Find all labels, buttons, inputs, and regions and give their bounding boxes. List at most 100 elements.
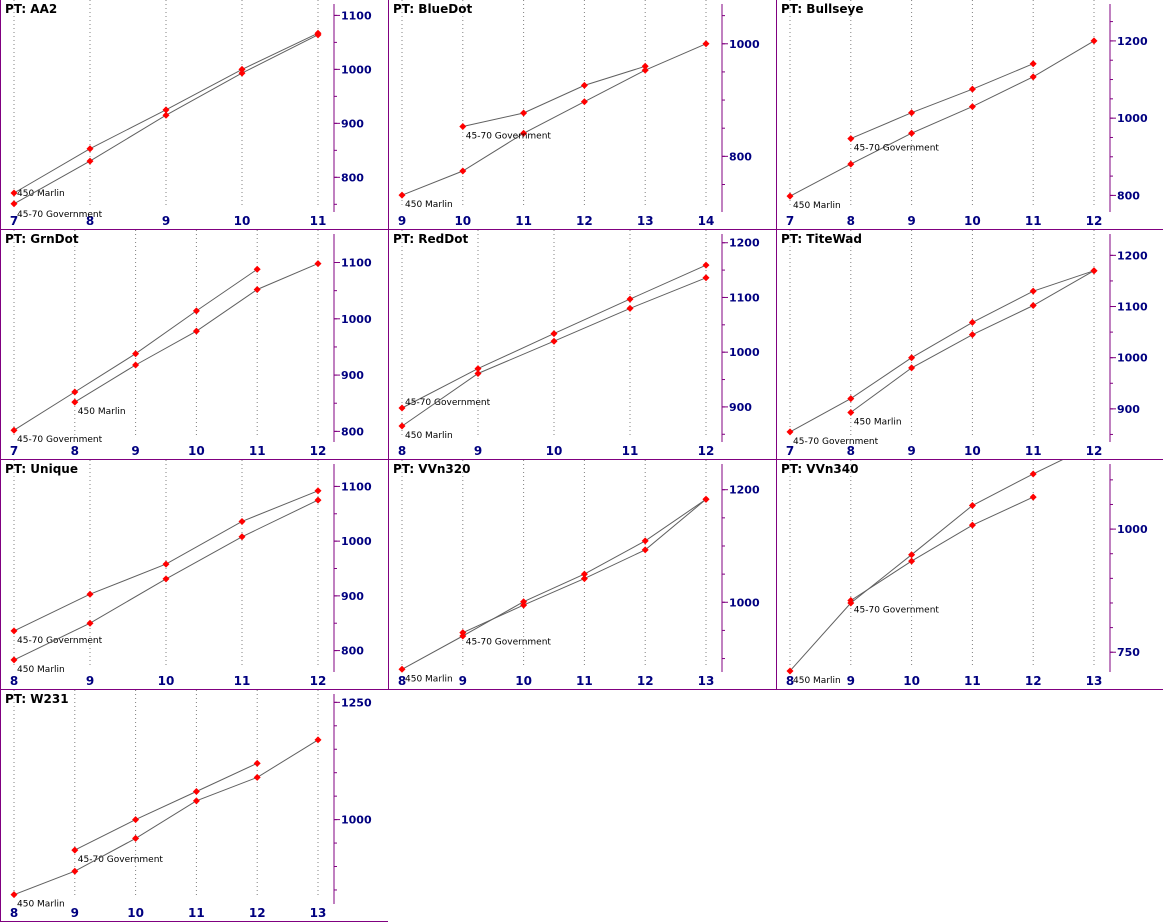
series-label: 45-70 Government	[78, 855, 164, 865]
data-point	[192, 787, 200, 795]
x-tick-label: 8	[71, 444, 79, 458]
x-tick-label: 11	[1025, 444, 1042, 458]
y-tick-label: 800	[341, 645, 364, 658]
y-tick-label: 1200	[1117, 35, 1148, 48]
series-line	[850, 63, 1034, 140]
x-tick-label: 11	[1025, 214, 1042, 228]
series-label: 45-70 Government	[405, 398, 491, 408]
data-point	[968, 521, 976, 529]
data-point	[474, 370, 482, 378]
series-label: 45-70 Government	[17, 435, 103, 445]
x-tick-label: 7	[786, 214, 794, 228]
x-tick-label: 13	[637, 214, 654, 228]
x-tick-label: 11	[622, 444, 639, 458]
data-point	[626, 304, 634, 312]
data-point	[1029, 287, 1037, 295]
data-point	[908, 551, 916, 559]
data-point	[238, 69, 246, 77]
x-tick-label: 12	[1025, 674, 1042, 688]
series-label: 450 Marlin	[17, 665, 65, 675]
y-tick-label: 900	[729, 401, 752, 414]
x-tick-label: 12	[576, 214, 593, 228]
x-tick-label: 8	[86, 214, 94, 228]
data-point	[459, 123, 467, 131]
data-point	[786, 428, 794, 436]
series-line	[401, 498, 707, 670]
data-point	[314, 31, 322, 39]
data-point	[580, 575, 588, 583]
x-tick-label: 8	[398, 444, 406, 458]
x-tick-label: 10	[515, 674, 532, 688]
x-tick-label: 11	[515, 214, 532, 228]
data-point	[702, 40, 710, 48]
y-tick-label: 1000	[729, 346, 760, 359]
chart-panel-reddot: 900 1000 1100 1200 8 9 10 11 12 45-70 Government 4…	[388, 230, 776, 460]
x-tick-label: 10	[234, 214, 251, 228]
chart-svg: 800 900 1000 1100 7 8 9 10 11 12 45-70 Government 4…	[0, 230, 388, 460]
data-point	[162, 111, 170, 119]
x-tick-label: 10	[903, 674, 920, 688]
data-point	[192, 327, 200, 335]
data-point	[847, 395, 855, 403]
data-point	[132, 361, 140, 369]
chart-panel-grndot: 800 900 1000 1100 7 8 9 10 11 12 45-70 Government 4…	[0, 230, 388, 460]
data-point	[86, 590, 94, 598]
y-tick-label: 1000	[1117, 352, 1148, 365]
data-point	[10, 200, 18, 208]
series-label: 450 Marlin	[17, 900, 65, 910]
data-point	[86, 145, 94, 153]
x-tick-label: 12	[698, 444, 715, 458]
data-point	[968, 103, 976, 111]
data-point	[580, 98, 588, 106]
x-tick-label: 10	[454, 214, 471, 228]
x-tick-label: 12	[310, 674, 327, 688]
chart-panel-w231: 1000 1250 8 9 10 11 12 13 45-70 Government 450 Ma…	[0, 690, 388, 922]
data-point	[968, 331, 976, 339]
x-tick-label: 10	[964, 214, 981, 228]
series-label: 450 Marlin	[793, 201, 841, 211]
data-point	[314, 487, 322, 495]
data-point	[10, 426, 18, 434]
x-tick-label: 10	[158, 674, 175, 688]
chart-panel-vvn320: 1000 1200 8 9 10 11 12 13 45-70 Government 450 Ma…	[388, 460, 776, 690]
series-label: 45-70 Government	[17, 210, 103, 220]
series-line	[13, 739, 319, 896]
y-tick-label: 1000	[341, 814, 372, 827]
chart-title: PT: GrnDot	[5, 232, 79, 246]
data-point	[238, 533, 246, 541]
x-tick-label: 8	[398, 674, 406, 688]
data-point	[474, 365, 482, 373]
series-label: 450 Marlin	[17, 189, 65, 199]
data-point	[580, 81, 588, 89]
data-point	[702, 261, 710, 269]
x-tick-label: 13	[698, 674, 715, 688]
chart-title: PT: W231	[5, 692, 69, 706]
chart-svg: 1000 1250 8 9 10 11 12 13 45-70 Government 450 Ma…	[0, 690, 388, 922]
data-point	[1090, 267, 1098, 275]
x-tick-label: 9	[398, 214, 406, 228]
data-point	[641, 62, 649, 70]
x-tick-label: 10	[127, 906, 144, 920]
x-tick-label: 10	[964, 444, 981, 458]
data-point	[847, 599, 855, 607]
data-point	[459, 167, 467, 175]
chart-title: PT: RedDot	[393, 232, 469, 246]
data-point	[253, 759, 261, 767]
series-line	[789, 460, 1063, 672]
x-tick-label: 13	[1086, 674, 1103, 688]
y-tick-label: 1100	[341, 257, 372, 270]
x-tick-label: 8	[10, 906, 18, 920]
series-line	[850, 496, 1034, 601]
y-tick-label: 1000	[1117, 523, 1148, 536]
series-label: 45-70 Government	[466, 132, 552, 142]
data-point	[908, 109, 916, 117]
data-point	[314, 496, 322, 504]
y-tick-label: 900	[1117, 403, 1140, 416]
chart-svg: 750 1000 8 9 10 11 12 13 45-70 Government 450 Mar…	[776, 460, 1163, 690]
data-point	[162, 560, 170, 568]
series-line	[401, 43, 707, 196]
x-tick-label: 11	[249, 444, 266, 458]
x-tick-label: 10	[188, 444, 205, 458]
series-label: 450 Marlin	[854, 417, 902, 427]
x-tick-label: 11	[188, 906, 205, 920]
